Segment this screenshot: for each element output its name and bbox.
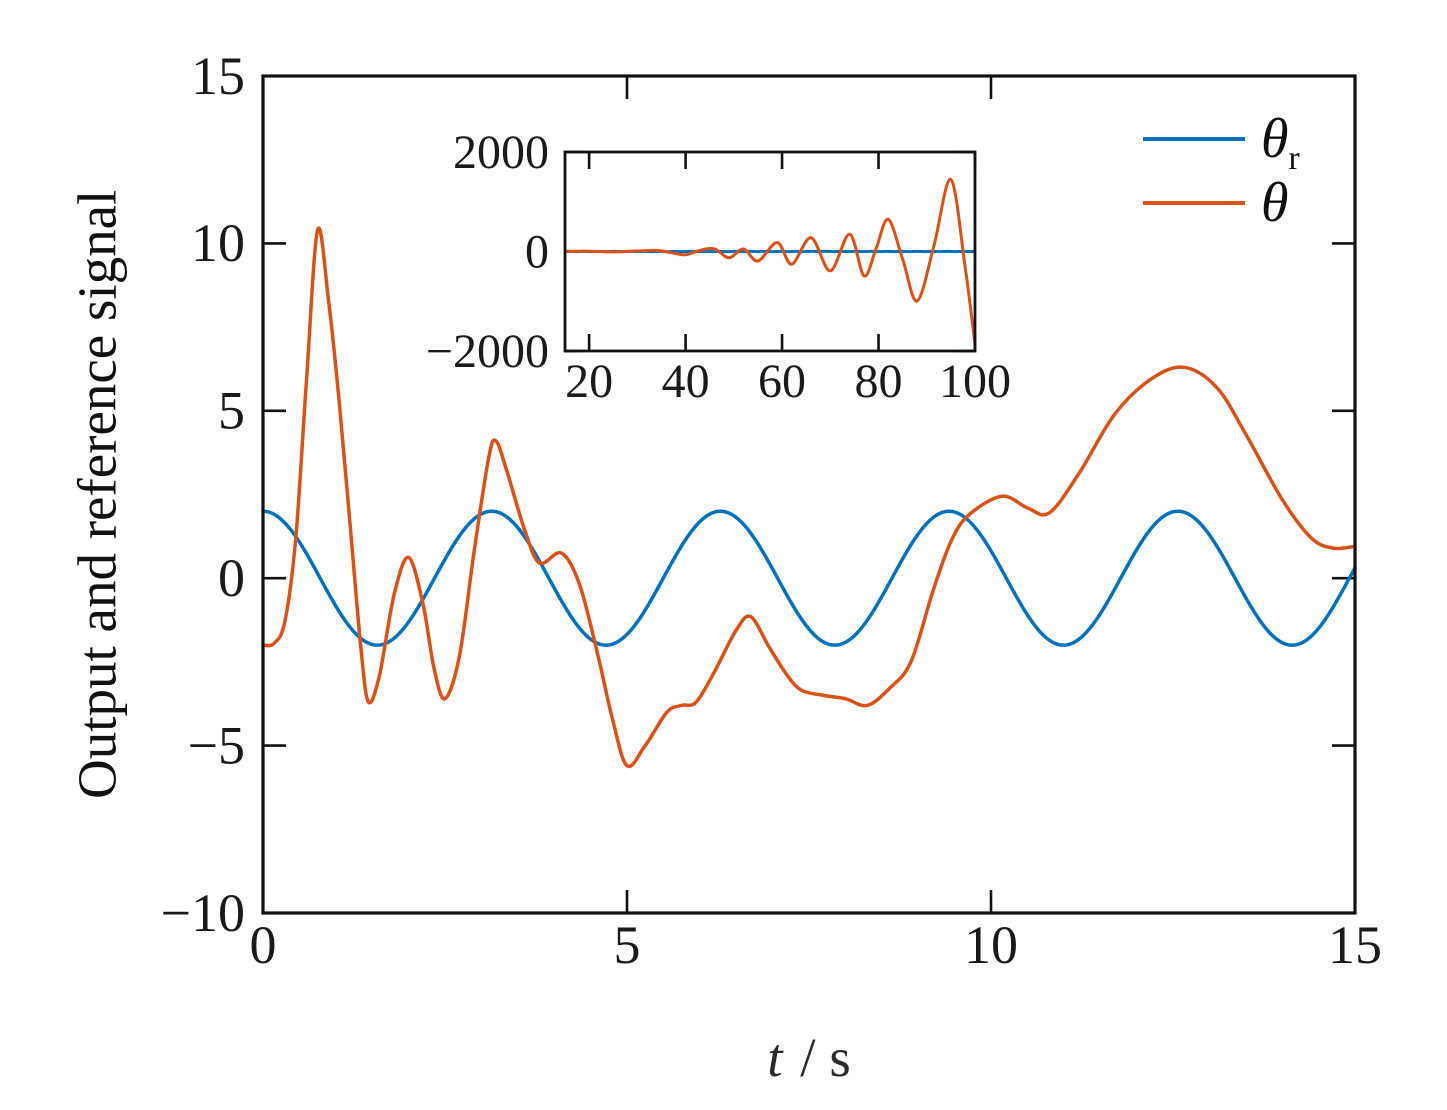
main-curve-reference (261, 509, 1357, 647)
legend-line-output (1143, 201, 1245, 205)
legend-label-reference-symbol: θ (1261, 108, 1289, 170)
inset-curve-output (563, 177, 977, 346)
x-axis-label-variable: t (767, 1027, 783, 1088)
main-y-tick-label: 15 (191, 46, 245, 106)
inset-y-tick-label: 0 (525, 225, 549, 278)
main-x-tick-label: 0 (250, 915, 277, 975)
main-y-tick-label: 10 (191, 213, 245, 273)
legend-label-reference: θr (1261, 108, 1300, 175)
main-y-tick-label: 0 (218, 548, 245, 608)
legend-line-reference (1143, 137, 1245, 141)
main-y-tick-label: −10 (161, 883, 245, 943)
inset-y-tick-label: −2000 (426, 325, 549, 378)
main-x-tick-label: 10 (964, 915, 1018, 975)
inset-axes-box (563, 150, 977, 353)
main-y-tick-label: −5 (188, 715, 245, 775)
inset-x-tick-label: 80 (855, 355, 903, 408)
legend-entry-output: θ (1143, 171, 1300, 235)
y-axis-label: Output and reference signal (66, 189, 128, 800)
inset-x-tick-label: 60 (758, 355, 806, 408)
main-x-tick-label: 15 (1328, 915, 1382, 975)
legend-label-output-symbol: θ (1261, 172, 1289, 234)
x-axis-label: t / s (263, 1026, 1355, 1089)
legend: θr θ (1143, 107, 1300, 235)
inset-x-tick-label: 100 (939, 355, 1011, 408)
inset-x-tick-label: 40 (662, 355, 710, 408)
inset-y-tick-label: 2000 (453, 126, 549, 179)
inset-x-tick-label: 20 (565, 355, 613, 408)
legend-entry-reference: θr (1143, 107, 1300, 175)
legend-label-reference-subscript: r (1288, 140, 1300, 178)
main-y-tick-label: 5 (218, 381, 245, 441)
main-x-tick-label: 5 (614, 915, 641, 975)
legend-label-output: θ (1261, 175, 1289, 231)
main-axes-box (261, 74, 1357, 915)
x-axis-label-unit: / s (786, 1027, 851, 1088)
main-curve-output (261, 226, 1357, 769)
